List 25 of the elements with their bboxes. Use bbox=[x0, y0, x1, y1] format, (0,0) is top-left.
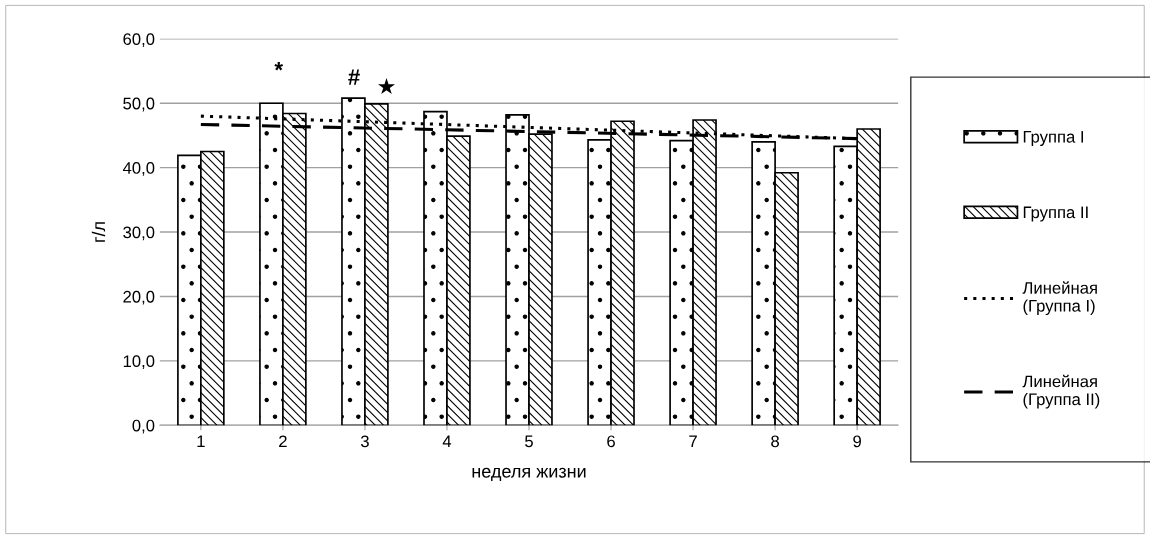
legend-label: Группа I bbox=[1023, 131, 1084, 147]
y-tick-label: 50,0 bbox=[123, 97, 155, 112]
legend-label: Линейная (Группа I) bbox=[1022, 281, 1097, 316]
x-tick-label: 2 bbox=[279, 435, 287, 448]
x-axis-title: неделя жизни bbox=[472, 467, 586, 482]
y-tick-label: 60,0 bbox=[123, 33, 155, 47]
x-tick-label: 7 bbox=[689, 435, 697, 448]
y-tick-label: 0,0 bbox=[132, 419, 155, 434]
y-tick-label: 10,0 bbox=[123, 355, 155, 370]
annotation: ★ bbox=[377, 77, 396, 95]
annotation: * bbox=[274, 62, 284, 71]
x-tick-label: 9 bbox=[853, 435, 861, 448]
x-tick-label: 5 bbox=[525, 435, 533, 448]
x-tick-label: 8 bbox=[771, 435, 780, 448]
x-tick-label: 6 bbox=[607, 435, 615, 448]
x-tick-label: 4 bbox=[442, 435, 452, 448]
y-tick-label: 20,0 bbox=[123, 290, 155, 305]
annotation: # bbox=[348, 69, 360, 85]
legend-label: Группа II bbox=[1023, 206, 1088, 222]
y-tick-label: 30,0 bbox=[123, 226, 155, 241]
x-tick-label: 3 bbox=[360, 435, 369, 448]
y-axis-title: г/л bbox=[91, 222, 106, 242]
y-tick-label: 40,0 bbox=[122, 162, 155, 176]
legend-label: Линейная (Группа II) bbox=[1022, 374, 1100, 409]
x-tick-label: 1 bbox=[197, 435, 205, 448]
